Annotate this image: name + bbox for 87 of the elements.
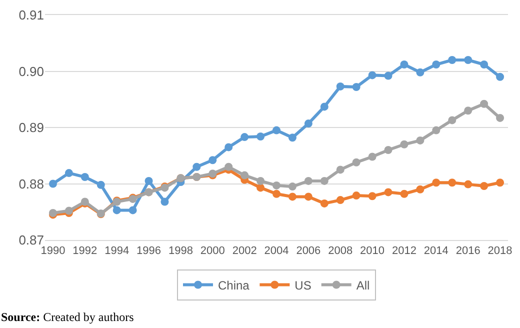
point — [464, 180, 472, 188]
point — [304, 192, 312, 201]
point — [400, 190, 408, 198]
x-tick-label: 2012 — [392, 245, 416, 258]
point — [160, 198, 169, 206]
point — [224, 143, 233, 152]
point — [256, 184, 265, 192]
x-tick-label: 2014 — [424, 245, 448, 258]
point — [368, 152, 376, 161]
point — [368, 192, 376, 200]
point — [416, 68, 424, 76]
point — [336, 166, 344, 174]
point — [224, 162, 233, 171]
point — [352, 83, 360, 91]
point — [496, 114, 504, 122]
point — [304, 120, 312, 128]
point — [400, 140, 408, 148]
point — [208, 156, 217, 164]
point — [432, 178, 440, 187]
point — [352, 158, 360, 166]
point — [128, 206, 137, 214]
point — [144, 176, 153, 185]
point — [288, 182, 296, 191]
x-tick-label: 2002 — [232, 245, 257, 258]
point — [448, 116, 456, 124]
y-tick-label: 0.91 — [18, 8, 44, 23]
x-tick-label: 2004 — [264, 245, 289, 258]
point — [336, 196, 344, 204]
x-tick-label: 1992 — [72, 245, 98, 258]
point — [256, 132, 265, 140]
point — [64, 206, 73, 215]
legend-label: China — [218, 278, 250, 292]
point — [416, 136, 424, 144]
point — [240, 171, 249, 180]
point — [256, 176, 265, 185]
point — [384, 188, 392, 196]
point — [400, 60, 408, 68]
x-tick-label: 2008 — [328, 245, 353, 258]
legend-label: US — [294, 278, 312, 292]
x-tick-label: 2018 — [488, 245, 512, 258]
point — [272, 181, 280, 190]
point — [64, 169, 73, 178]
point — [416, 185, 424, 194]
point — [80, 173, 89, 181]
point — [304, 176, 312, 185]
x-tick-label: 2006 — [296, 245, 321, 258]
x-tick-label: 2016 — [456, 245, 480, 258]
point — [272, 190, 280, 198]
point — [48, 180, 57, 188]
point — [272, 126, 280, 134]
point — [384, 146, 392, 154]
point — [464, 56, 472, 64]
point — [288, 134, 296, 142]
source-note: Source: Created by authors — [1, 310, 134, 324]
point — [320, 102, 328, 111]
point — [448, 178, 456, 187]
point — [480, 60, 488, 68]
point — [320, 176, 328, 185]
legend-label: All — [356, 278, 370, 292]
point — [480, 182, 488, 190]
point — [320, 199, 328, 208]
y-tick-label: 0.87 — [18, 232, 44, 248]
y-tick-label: 0.88 — [18, 176, 44, 192]
point — [496, 72, 504, 81]
x-tick-label: 1998 — [168, 245, 193, 258]
point — [336, 82, 344, 90]
point — [448, 56, 456, 64]
point — [288, 192, 296, 201]
point — [368, 71, 376, 80]
point — [480, 100, 488, 108]
point — [384, 72, 392, 80]
point — [496, 178, 504, 187]
x-tick-label: 1990 — [40, 245, 66, 258]
point — [432, 60, 440, 68]
y-tick-label: 0.89 — [18, 120, 44, 136]
x-tick-label: 2000 — [200, 245, 225, 258]
y-tick-label: 0.90 — [18, 64, 44, 79]
point — [112, 206, 121, 214]
point — [96, 180, 105, 189]
x-tick-label: 2010 — [360, 245, 385, 258]
point — [432, 126, 440, 134]
point — [192, 162, 201, 171]
x-tick-label: 1994 — [104, 245, 130, 258]
point — [352, 192, 360, 200]
point — [464, 106, 472, 115]
point — [240, 133, 249, 142]
x-tick-label: 1996 — [136, 245, 162, 258]
